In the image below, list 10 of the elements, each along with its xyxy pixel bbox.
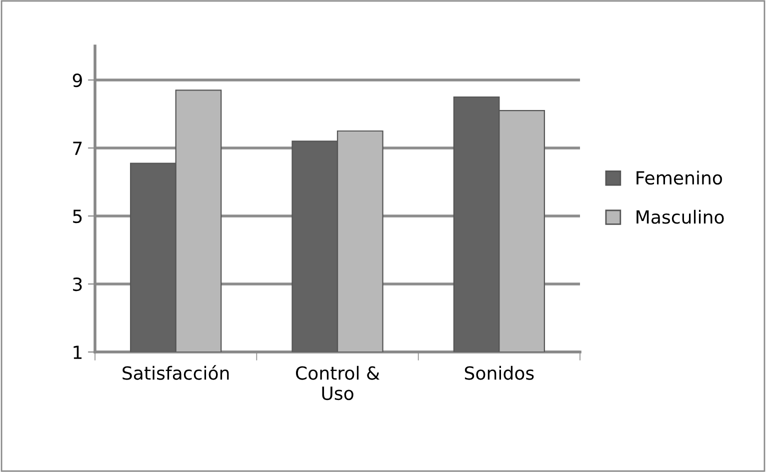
y-tick-label: 3 [73, 277, 82, 292]
x-tick-label: Control & Uso [296, 366, 380, 400]
legend-label: Masculino [636, 210, 724, 224]
y-tick-label: 1 [74, 346, 82, 359]
x-tick-label: Sonidos [464, 366, 534, 380]
y-tick-label: 9 [72, 73, 82, 88]
y-tick-label: 7 [73, 142, 82, 155]
y-tick-label: 5 [73, 210, 82, 224]
x-tick-label: Satisfacción [122, 365, 229, 380]
legend-label: Femenino [636, 170, 722, 185]
